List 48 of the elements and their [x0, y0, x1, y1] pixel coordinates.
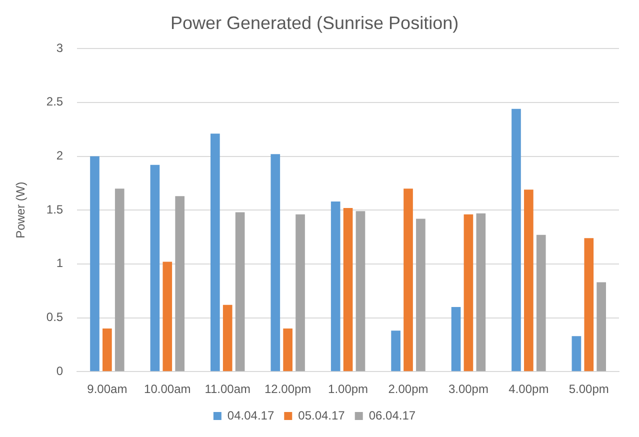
bar: [464, 214, 474, 372]
y-tick-label: 0.5: [46, 310, 64, 324]
bar: [102, 328, 112, 372]
y-tick-label: 1: [56, 256, 64, 270]
bar: [536, 234, 546, 372]
x-tick-label: 3.00pm: [448, 382, 488, 396]
bar: [356, 211, 366, 372]
x-tick-label: 9.00am: [87, 382, 128, 396]
x-tick-label: 4.00pm: [508, 382, 549, 396]
bar: [476, 213, 486, 372]
bar: [416, 218, 426, 372]
bar: [343, 208, 353, 372]
bar: [512, 108, 521, 372]
y-tick-label: 2.5: [46, 94, 64, 109]
legend-label: 06.04.17: [368, 408, 416, 422]
bar: [90, 156, 100, 372]
y-tick-label: 3: [56, 40, 64, 55]
bar: [296, 214, 305, 372]
bar: [150, 164, 160, 372]
bar: [451, 307, 461, 372]
bar: [235, 212, 245, 372]
y-tick-label: 0: [56, 364, 64, 378]
x-tick-label: 11.00am: [204, 382, 251, 396]
bar: [391, 330, 400, 372]
bar: [222, 304, 232, 372]
legend-label: 04.04.17: [227, 408, 274, 422]
bar: [404, 188, 413, 372]
bar: [283, 328, 292, 372]
y-tick-label: 2: [56, 148, 64, 163]
x-tick-label: 10.00am: [144, 382, 191, 396]
bar: [270, 154, 280, 372]
x-tick-label: 5.00pm: [568, 382, 609, 396]
bar: [162, 262, 172, 372]
bar: [572, 336, 582, 372]
legend-label: 05.04.17: [298, 408, 346, 422]
bar: [584, 238, 594, 372]
bar: [524, 190, 534, 372]
bar: [114, 188, 124, 372]
bar: [330, 201, 340, 372]
x-tick-label: 1.00pm: [328, 382, 368, 396]
x-tick-label: 12.00pm: [264, 382, 312, 396]
chart-title: Power Generated (Sunrise Position): [170, 12, 459, 33]
y-axis-title: Power (W): [14, 182, 28, 238]
bar: [596, 282, 606, 372]
y-tick-label: 1.5: [46, 202, 64, 216]
x-tick-label: 2.00pm: [388, 382, 428, 396]
bar: [175, 196, 185, 372]
bar: [210, 134, 220, 372]
